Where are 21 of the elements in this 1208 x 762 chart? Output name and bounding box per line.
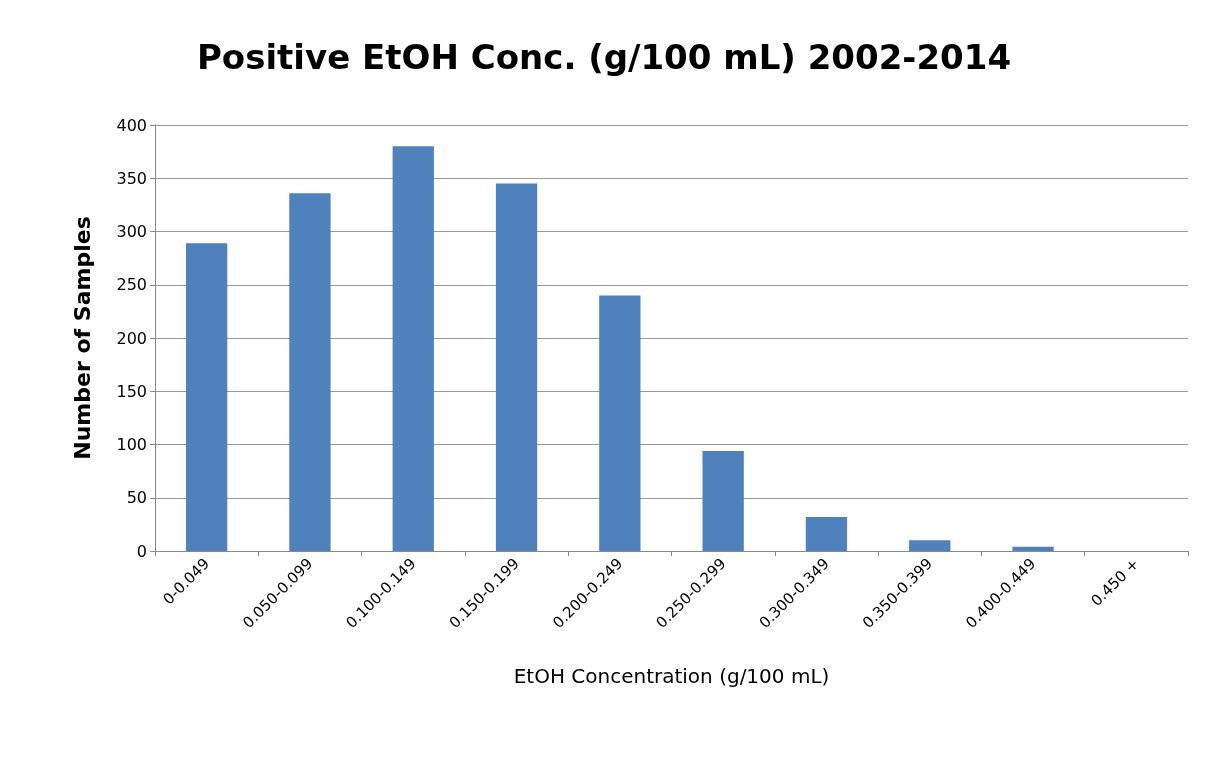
chart-title: Positive EtOH Conc. (g/100 mL) 2002-2014 <box>196 37 1012 77</box>
x-axis-title: EtOH Concentration (g/100 mL) <box>513 664 830 688</box>
y-tick-label: 200 <box>116 328 147 348</box>
bar <box>599 295 641 551</box>
y-tick-label: 50 <box>126 488 147 508</box>
bar <box>1012 546 1054 551</box>
bar <box>495 183 538 551</box>
y-tick-label: 100 <box>116 435 147 454</box>
y-tick-label: 250 <box>116 275 147 295</box>
y-axis-title: Number of Samples <box>69 216 95 460</box>
bar <box>805 516 848 551</box>
bar <box>185 243 228 551</box>
bar <box>702 450 744 551</box>
bar <box>392 146 434 551</box>
bar <box>909 540 951 551</box>
y-tick-label: 400 <box>116 115 147 135</box>
y-tick-label: 300 <box>116 222 147 241</box>
y-tick-label: 150 <box>116 381 147 401</box>
y-tick-label: 350 <box>116 168 147 188</box>
y-tick-label: 0 <box>136 541 147 561</box>
bar <box>289 193 331 551</box>
